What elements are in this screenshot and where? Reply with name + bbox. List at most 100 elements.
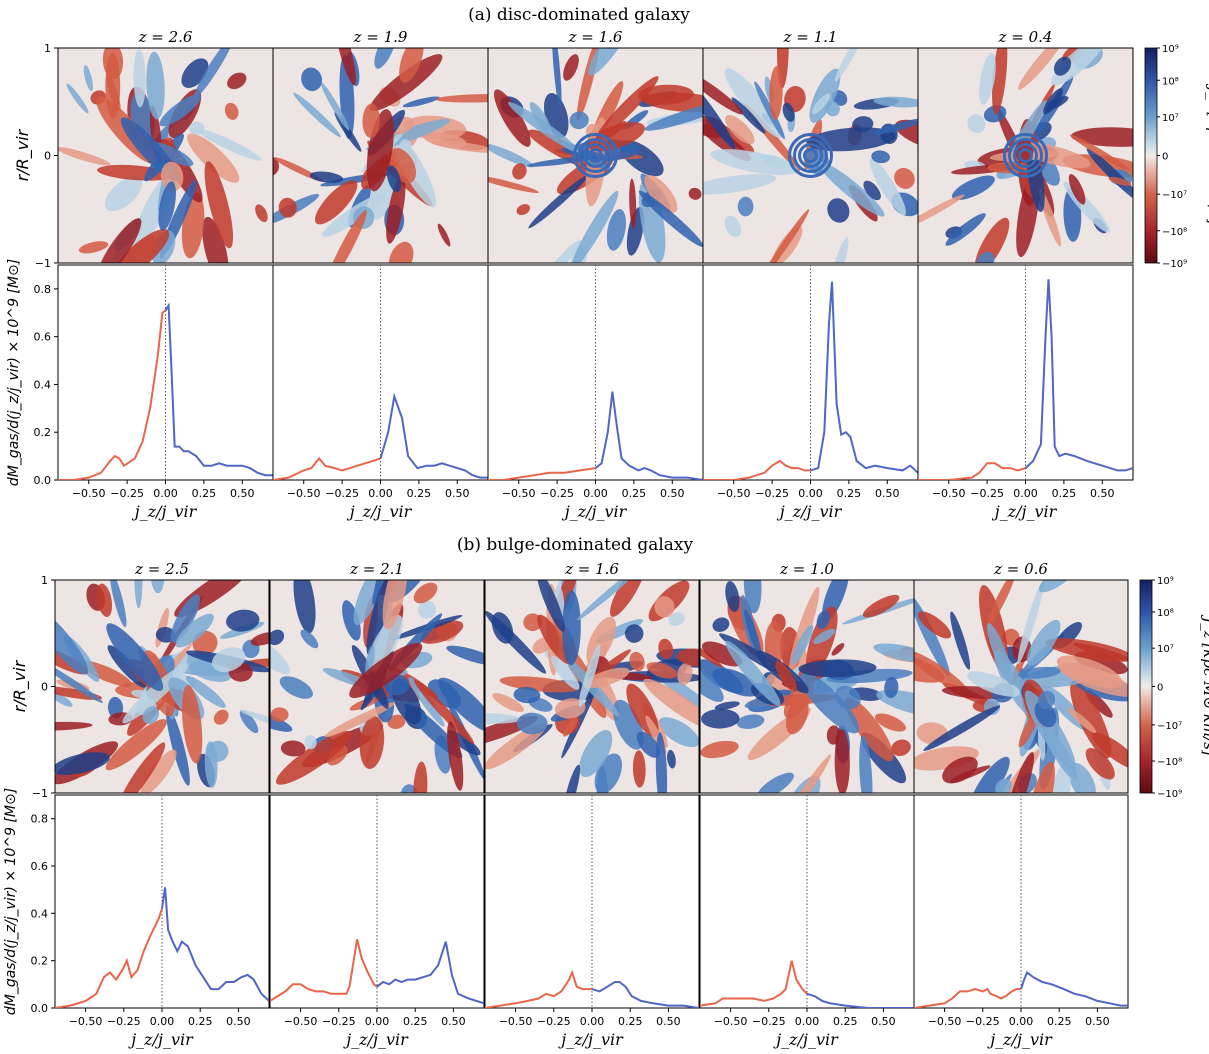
gas-clump [369, 54, 443, 112]
series-negative-line [703, 459, 811, 480]
x-tick-label: −0.50 [928, 1015, 962, 1028]
disc-ring [1003, 133, 1048, 178]
gas-structures [273, 48, 488, 263]
gas-clump [250, 632, 269, 646]
angular-momentum-map [57, 47, 274, 264]
panel-b-5: z = 0.6 −0.50 −0.25 0.00 0.25 0.50 j_z/j_vir [913, 560, 1129, 1049]
gas-clump [725, 580, 740, 613]
gas-clump [638, 190, 703, 248]
x-axis-ticks: −0.50 −0.25 0.00 0.25 0.50 [717, 480, 900, 500]
hist-y-tick-label: 0.2 [34, 426, 52, 439]
angular-momentum-map [484, 579, 700, 794]
gas-clump [414, 679, 475, 745]
x-axis-label: j_z/j_vir [773, 1030, 839, 1049]
gas-clump [588, 48, 636, 76]
gas-clump [1026, 761, 1055, 793]
gas-clump [181, 685, 203, 764]
series-positive-line [1024, 279, 1133, 472]
gas-clump [1050, 761, 1071, 793]
gas-clump [204, 161, 234, 249]
gas-clump [834, 48, 863, 82]
gas-clump [270, 629, 285, 646]
map-y-axis-label: r/R_vir [13, 128, 33, 181]
gas-clump [196, 128, 262, 161]
angular-momentum-histogram: −0.50 −0.25 0.00 0.25 0.50 j_z/j_vir [54, 794, 270, 1049]
disc-ring [573, 133, 618, 178]
gas-clump [731, 97, 766, 134]
x-axis-ticks: −0.50 −0.25 0.00 0.25 0.50 [284, 1008, 466, 1028]
x-tick-label: 0.00 [798, 487, 823, 500]
panel-a-2: z = 1.9 −0.50 −0.25 0.00 0.25 0.50 j_z/j_vir [272, 28, 489, 521]
gas-structures [485, 580, 699, 793]
x-tick-label: 0.50 [445, 487, 470, 500]
gas-clump [388, 241, 414, 263]
angular-momentum-map [272, 47, 489, 264]
x-tick-label: −0.25 [755, 487, 789, 500]
redshift-label: z = 2.1 [349, 560, 404, 578]
gas-clump [891, 739, 911, 757]
gas-clump [353, 580, 387, 626]
gas-clump [676, 648, 699, 667]
gas-clump [194, 48, 235, 98]
colorbar: 10⁹ 10⁸ 10⁷ 0 −10⁷ −10⁸ −10⁹ J_z [kpc M⊙ km/s] [1139, 576, 1209, 800]
gas-clump [799, 672, 860, 734]
gas-clump [159, 94, 201, 127]
series-negative-line [485, 969, 592, 1008]
gas-clump [1043, 88, 1063, 115]
gas-clump [213, 709, 229, 725]
x-tick-label: −0.25 [752, 1015, 786, 1028]
gas-clump [917, 611, 952, 639]
gas-clump [1067, 707, 1097, 734]
gas-clump [185, 675, 226, 708]
gas-structures [55, 580, 269, 793]
gas-clump [102, 48, 124, 80]
gas-clump [1092, 732, 1128, 770]
gas-clump [278, 197, 297, 218]
gas-clump [613, 699, 644, 750]
x-axis-ticks: −0.50 −0.25 0.00 0.25 0.50 [69, 1008, 251, 1028]
panel-b-2: z = 2.1 −0.50 −0.25 0.00 0.25 0.50 j_z/j_vir [269, 560, 485, 1049]
x-tick-label: 0.50 [1085, 1015, 1110, 1028]
gas-clump [703, 79, 736, 150]
hist-y-tick-label: 0.2 [31, 955, 49, 968]
gas-clump [118, 742, 166, 793]
redshift-label: z = 2.5 [134, 560, 189, 578]
colorbar-tick-label: 10⁷ [1157, 644, 1174, 655]
gas-clump [155, 626, 176, 643]
gas-clump [1018, 48, 1067, 90]
x-axis-label: j_z/j_vir [343, 1030, 409, 1049]
gas-clump [587, 122, 645, 152]
x-tick-label: 0.25 [837, 487, 862, 500]
map-y-axis-label: r/R_vir [10, 659, 30, 712]
disc-ring [583, 143, 608, 168]
gas-structures [700, 580, 914, 793]
hist-y-axis-label: dM_gas/d(j_z/j_vir) × 10^9 [M⊙] [6, 259, 22, 486]
colorbar-tick-label: −10⁷ [1162, 190, 1187, 201]
x-tick-label: 0.00 [365, 1015, 390, 1028]
disc-ring [1013, 143, 1038, 168]
gas-clump [494, 89, 531, 147]
x-axis-ticks: −0.50 −0.25 0.00 0.25 0.50 [72, 480, 255, 500]
gas-clump [595, 76, 659, 140]
gas-clump [536, 580, 565, 632]
x-axis-label: j_z/j_vir [987, 1030, 1053, 1049]
gas-clump [578, 644, 601, 708]
map-y-tick-label: 1 [44, 42, 51, 55]
gas-clump [646, 662, 678, 679]
gas-clump [562, 590, 581, 666]
series-negative-line [55, 908, 163, 1008]
gas-clump [280, 740, 306, 757]
gas-clump [945, 213, 986, 246]
gas-clump [491, 612, 514, 644]
x-tick-label: 0.25 [192, 487, 217, 500]
series-positive-line [376, 941, 484, 1005]
gas-clump [300, 629, 319, 649]
colorbar-gradient [1139, 579, 1153, 794]
gas-clump [606, 209, 627, 251]
gas-clump [1068, 173, 1086, 205]
gas-clump [1069, 134, 1132, 172]
gas-clump [170, 594, 201, 643]
colorbar-ticks: 10⁹ 10⁸ 10⁷ 0 −10⁷ −10⁸ −10⁹ [1152, 576, 1182, 800]
section-a: z = 2.6−0.50 −0.25 0.00 0.25 0.50j_z/j_vir10… [6, 28, 1209, 521]
x-tick-label: 0.00 [795, 1015, 820, 1028]
